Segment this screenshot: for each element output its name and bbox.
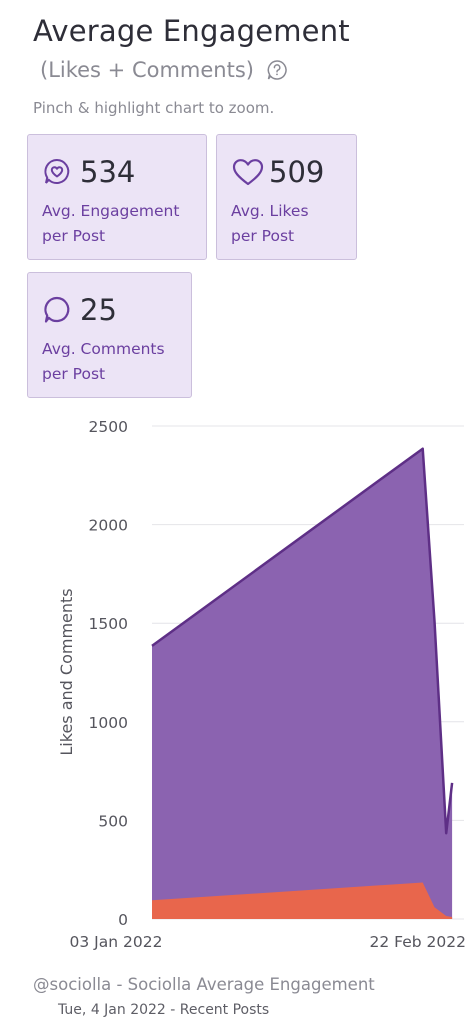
avg-engagement-value: 534 (80, 155, 136, 189)
stat-card-comments: 25 Avg. Comments per Post (27, 272, 192, 398)
heart-bubble-icon (42, 157, 72, 187)
y-tick-label: 0 (118, 911, 128, 929)
zoom-hint: Pinch & highlight chart to zoom. (33, 99, 275, 117)
engagement-area-chart[interactable]: 2500 2000 1500 1000 500 0 03 Jan 2022 22 Feb 20… (0, 400, 473, 960)
likes-area (152, 448, 453, 919)
chart-source: @sociolla - Sociolla Average Engagement (33, 975, 375, 994)
y-tick-label: 2500 (89, 418, 128, 436)
y-axis-label: Likes and Comments (57, 588, 76, 755)
x-tick-label: 22 Feb 2022 (370, 933, 466, 951)
avg-comments-label: Avg. Comments per Post (42, 340, 165, 383)
comments-area (152, 882, 453, 919)
avg-comments-value: 25 (80, 293, 117, 327)
question-bubble-icon[interactable] (266, 59, 288, 81)
likes-series-line (151, 447, 454, 835)
subtitle-row: (Likes + Comments) (40, 58, 288, 82)
avg-likes-label: Avg. Likes per Post (231, 202, 309, 245)
chart-areas (151, 447, 454, 919)
y-tick-label: 1000 (89, 714, 128, 732)
x-tick-label: 03 Jan 2022 (70, 933, 163, 951)
chart-axes: 2500 2000 1500 1000 500 0 03 Jan 2022 22 Feb 20… (57, 418, 466, 951)
comment-bubble-icon (42, 295, 72, 325)
y-tick-label: 1500 (89, 615, 128, 633)
page-title: Average Engagement (33, 14, 350, 48)
avg-likes-value: 509 (269, 155, 325, 189)
y-tick-label: 2000 (89, 517, 128, 535)
stat-card-likes: 509 Avg. Likes per Post (216, 134, 357, 260)
stat-card-engagement: 534 Avg. Engagement per Post (27, 134, 207, 260)
heart-icon (231, 157, 264, 187)
chart-date-line: Tue, 4 Jan 2022 - Recent Posts (58, 1002, 270, 1018)
page-subtitle: (Likes + Comments) (40, 58, 254, 82)
avg-engagement-label: Avg. Engagement per Post (42, 202, 180, 245)
y-tick-label: 500 (98, 812, 128, 830)
